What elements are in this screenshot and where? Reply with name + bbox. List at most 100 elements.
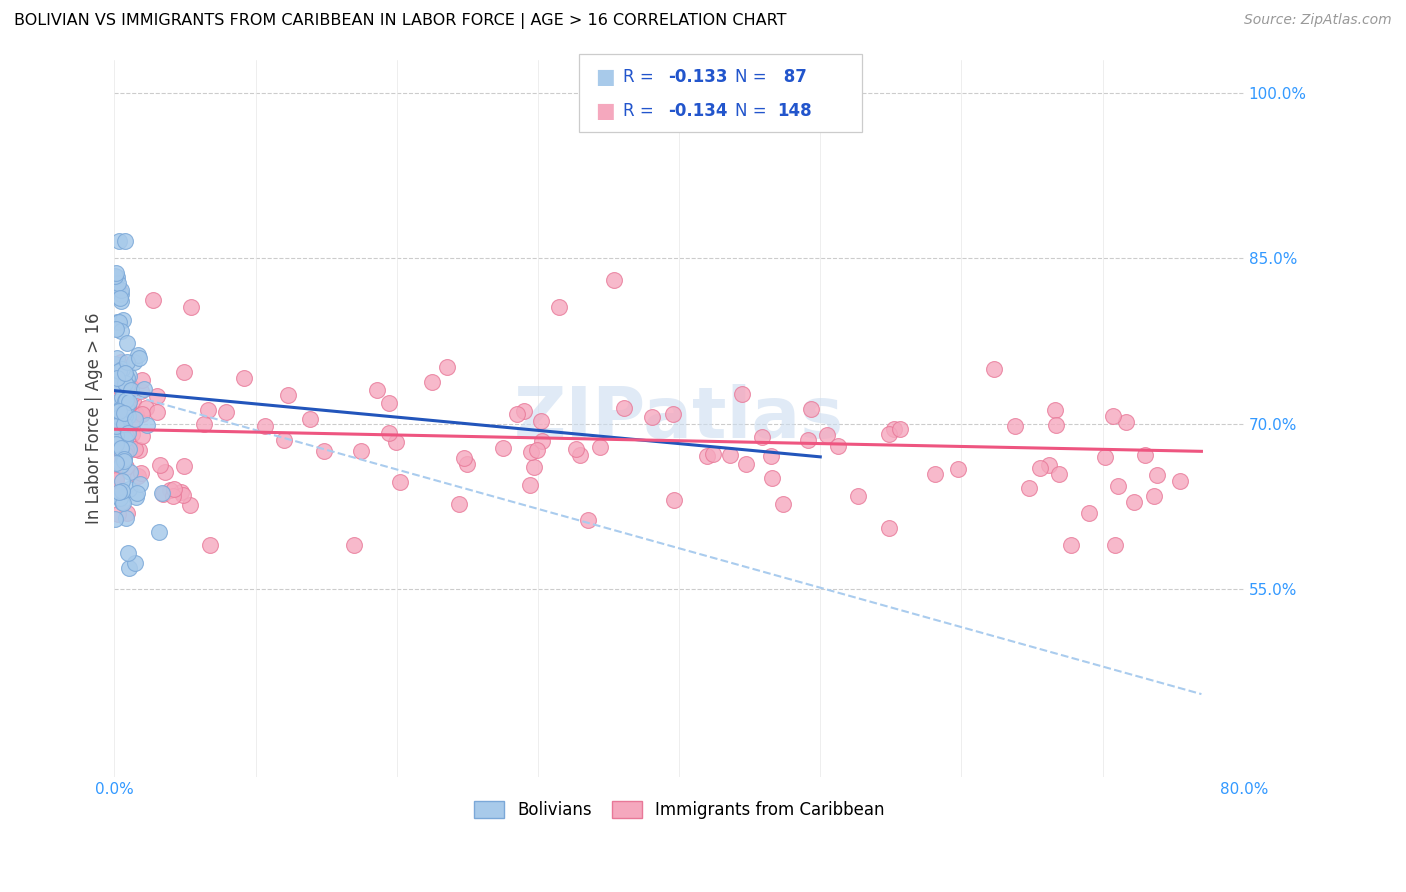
- Point: [114, 429, 136, 443]
- Point: [107, 404, 129, 418]
- Point: [718, 448, 741, 462]
- Point: [378, 396, 401, 410]
- Point: [1094, 450, 1116, 464]
- Point: [105, 456, 128, 470]
- Point: [1047, 467, 1070, 482]
- Point: [163, 482, 186, 496]
- Point: [946, 462, 969, 476]
- Point: [661, 407, 683, 421]
- Point: [111, 313, 134, 327]
- Point: [877, 427, 900, 442]
- Point: [104, 268, 127, 283]
- Text: R =: R =: [623, 102, 654, 120]
- Point: [115, 379, 138, 393]
- Point: [105, 351, 128, 365]
- Point: [848, 489, 870, 503]
- Point: [815, 427, 838, 442]
- Point: [568, 448, 591, 462]
- Point: [110, 359, 132, 374]
- Point: [121, 414, 143, 428]
- Point: [121, 426, 143, 441]
- Point: [613, 401, 636, 416]
- Point: [152, 487, 174, 501]
- Point: [761, 449, 783, 463]
- Point: [105, 437, 128, 451]
- Point: [112, 452, 135, 467]
- Text: 148: 148: [778, 102, 813, 120]
- Point: [1133, 448, 1156, 462]
- Point: [110, 442, 132, 456]
- Point: [107, 366, 129, 380]
- Point: [105, 371, 128, 385]
- Point: [342, 538, 364, 552]
- Point: [797, 433, 820, 447]
- Point: [110, 428, 132, 442]
- Point: [233, 370, 256, 384]
- Point: [602, 273, 624, 287]
- Text: 87: 87: [778, 68, 807, 86]
- Point: [131, 429, 153, 443]
- Point: [531, 434, 554, 449]
- Point: [114, 235, 136, 249]
- Point: [111, 362, 134, 376]
- Point: [1104, 538, 1126, 552]
- Point: [117, 425, 139, 440]
- Point: [1107, 479, 1129, 493]
- Point: [519, 478, 541, 492]
- Point: [148, 525, 170, 540]
- Point: [131, 407, 153, 421]
- Point: [1004, 419, 1026, 434]
- Text: ■: ■: [595, 101, 614, 121]
- Point: [131, 373, 153, 387]
- Point: [523, 459, 546, 474]
- Point: [117, 370, 139, 384]
- Point: [114, 394, 136, 409]
- Point: [702, 447, 724, 461]
- Point: [526, 442, 548, 457]
- Point: [110, 286, 132, 301]
- Point: [111, 495, 134, 509]
- Point: [114, 376, 136, 390]
- Point: [108, 453, 131, 467]
- Point: [124, 442, 146, 456]
- Point: [108, 283, 131, 297]
- Point: [641, 410, 664, 425]
- Point: [110, 294, 132, 309]
- Point: [114, 409, 136, 424]
- Point: [114, 432, 136, 446]
- Point: [104, 456, 127, 470]
- Point: [121, 388, 143, 402]
- Point: [104, 386, 127, 401]
- Point: [751, 430, 773, 444]
- Point: [107, 276, 129, 290]
- Point: [108, 315, 131, 329]
- Point: [735, 457, 758, 471]
- Point: [453, 451, 475, 466]
- Point: [924, 467, 946, 481]
- Point: [132, 382, 155, 396]
- Point: [378, 425, 401, 440]
- Point: [254, 418, 277, 433]
- Point: [273, 433, 295, 447]
- Point: [512, 403, 534, 417]
- Point: [983, 362, 1005, 376]
- Point: [105, 270, 128, 285]
- Point: [117, 409, 139, 424]
- Point: [879, 521, 901, 535]
- Point: [105, 265, 128, 279]
- Point: [104, 378, 127, 392]
- Point: [389, 475, 412, 490]
- Point: [129, 466, 152, 480]
- Point: [883, 422, 905, 436]
- Point: [491, 441, 513, 455]
- Point: [114, 400, 136, 414]
- Point: [114, 460, 136, 475]
- Point: [114, 366, 136, 380]
- Point: [110, 458, 132, 472]
- Point: [112, 406, 135, 420]
- Point: [277, 388, 299, 402]
- Point: [128, 476, 150, 491]
- Point: [366, 383, 388, 397]
- Point: [111, 425, 134, 440]
- Point: [112, 454, 135, 468]
